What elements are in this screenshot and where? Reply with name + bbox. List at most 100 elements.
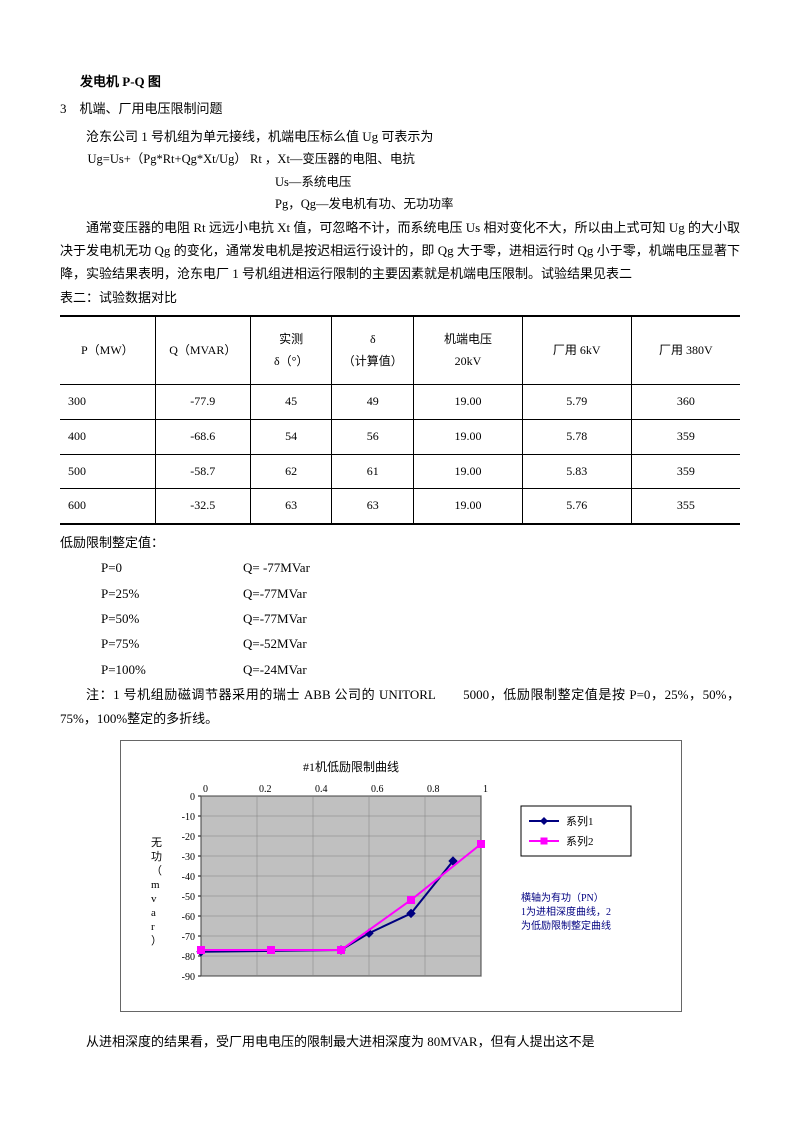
table-cell: 19.00	[414, 385, 523, 420]
chart-container: #1机低励限制曲线-90-80-70-60-50-40-30-20-10000.…	[120, 740, 682, 1012]
limit-p: P=0	[101, 556, 241, 579]
table-cell: 63	[250, 489, 332, 524]
svg-text:1为进相深度曲线，2: 1为进相深度曲线，2	[521, 905, 611, 918]
limit-q: Q= -77MVar	[243, 556, 340, 579]
table-cell: 360	[631, 385, 740, 420]
svg-text:（: （	[151, 864, 162, 877]
svg-text:#1机低励限制曲线: #1机低励限制曲线	[303, 760, 399, 774]
table-cell: 300	[60, 385, 155, 420]
svg-text:-90: -90	[182, 972, 195, 983]
limits-caption: 低励限制整定值：	[60, 531, 740, 554]
limit-row: P=100%Q=-24MVar	[101, 658, 340, 681]
chart-svg: #1机低励限制曲线-90-80-70-60-50-40-30-20-10000.…	[121, 741, 681, 1011]
svg-text:-70: -70	[182, 932, 195, 943]
table-cell: 355	[631, 489, 740, 524]
table-header-cell: 机端电压20kV	[414, 316, 523, 385]
table-cell: 61	[332, 454, 414, 489]
note-paragraph: 注：1 号机组励磁调节器采用的瑞士 ABB 公司的 UNITORL 5000，低…	[60, 683, 740, 730]
page-pq-title: 发电机 P-Q 图	[80, 70, 740, 93]
limit-q: Q=-77MVar	[243, 607, 340, 630]
table-cell: 5.79	[522, 385, 631, 420]
table-cell: -77.9	[155, 385, 250, 420]
data-table: P（MW）Q（MVAR）实测δ（°）δ（计算值）机端电压20kV厂用 6kV厂用…	[60, 315, 740, 525]
table-header-cell: 厂用 6kV	[522, 316, 631, 385]
limit-q: Q=-52MVar	[243, 632, 340, 655]
limit-row: P=25%Q=-77MVar	[101, 582, 340, 605]
svg-text:1: 1	[483, 784, 488, 795]
table-cell: 19.00	[414, 420, 523, 455]
svg-text:-30: -30	[182, 852, 195, 863]
table-cell: 54	[250, 420, 332, 455]
table-row: 500-58.7626119.005.83359	[60, 454, 740, 489]
limit-row: P=75%Q=-52MVar	[101, 632, 340, 655]
table-header-row: P（MW）Q（MVAR）实测δ（°）δ（计算值）机端电压20kV厂用 6kV厂用…	[60, 316, 740, 385]
table-cell: 63	[332, 489, 414, 524]
limit-p: P=100%	[101, 658, 241, 681]
limit-p: P=25%	[101, 582, 241, 605]
table-body: 300-77.9454919.005.79360400-68.6545619.0…	[60, 385, 740, 524]
table-cell: 5.76	[522, 489, 631, 524]
svg-text:系列1: 系列1	[566, 814, 594, 828]
formula-line-1: Ug=Us+（Pg*Rt+Qg*Xt/Ug） Rt ，Xt—变压器的电阻、电抗	[88, 148, 741, 171]
limit-q: Q=-77MVar	[243, 582, 340, 605]
svg-text:-80: -80	[182, 952, 195, 963]
table-cell: 45	[250, 385, 332, 420]
limits-list: P=0Q= -77MVarP=25%Q=-77MVarP=50%Q=-77MVa…	[99, 554, 342, 683]
document-page: 发电机 P-Q 图 3 机端、厂用电压限制问题 沧东公司 1 号机组为单元接线，…	[0, 0, 800, 1093]
svg-text:-20: -20	[182, 832, 195, 843]
paragraph-end: 从进相深度的结果看，受厂用电电压的限制最大进相深度为 80MVAR，但有人提出这…	[60, 1030, 740, 1053]
section-heading: 3 机端、厂用电压限制问题	[60, 97, 740, 120]
table-cell: 359	[631, 454, 740, 489]
svg-text:-50: -50	[182, 892, 195, 903]
svg-text:横轴为有功（PN）: 横轴为有功（PN）	[521, 891, 604, 904]
svg-text:0: 0	[190, 792, 195, 803]
svg-text:m: m	[151, 879, 160, 891]
svg-text:0.2: 0.2	[259, 784, 272, 795]
table-cell: 400	[60, 420, 155, 455]
paragraph-1: 沧东公司 1 号机组为单元接线，机端电压标么值 Ug 可表示为	[60, 125, 740, 148]
section-number: 3	[60, 101, 67, 116]
table-cell: 5.83	[522, 454, 631, 489]
svg-text:）: ）	[151, 934, 162, 947]
svg-text:为低励限制整定曲线: 为低励限制整定曲线	[521, 919, 611, 932]
table-cell: 5.78	[522, 420, 631, 455]
table-cell: 500	[60, 454, 155, 489]
svg-text:a: a	[151, 907, 156, 919]
table-cell: 62	[250, 454, 332, 489]
table-header-cell: 实测δ（°）	[250, 316, 332, 385]
table-header-cell: 厂用 380V	[631, 316, 740, 385]
table-cell: 19.00	[414, 454, 523, 489]
paragraph-2: 通常变压器的电阻 Rt 远远小电抗 Xt 值，可忽略不计，而系统电压 Us 相对…	[60, 216, 740, 286]
limit-row: P=0Q= -77MVar	[101, 556, 340, 579]
limit-q: Q=-24MVar	[243, 658, 340, 681]
table-header-cell: P（MW）	[60, 316, 155, 385]
table-cell: -32.5	[155, 489, 250, 524]
table-cell: -68.6	[155, 420, 250, 455]
table-header-cell: δ（计算值）	[332, 316, 414, 385]
section-title: 机端、厂用电压限制问题	[80, 101, 223, 116]
limit-row: P=50%Q=-77MVar	[101, 607, 340, 630]
svg-text:r: r	[151, 921, 155, 933]
table-cell: -58.7	[155, 454, 250, 489]
svg-text:无: 无	[151, 837, 162, 849]
svg-text:v: v	[151, 893, 157, 905]
svg-text:0.8: 0.8	[427, 784, 440, 795]
svg-text:-40: -40	[182, 872, 195, 883]
svg-text:-60: -60	[182, 912, 195, 923]
table-cell: 49	[332, 385, 414, 420]
svg-text:0.4: 0.4	[315, 784, 328, 795]
svg-text:-10: -10	[182, 812, 195, 823]
table-row: 600-32.5636319.005.76355	[60, 489, 740, 524]
table-cell: 19.00	[414, 489, 523, 524]
svg-text:0.6: 0.6	[371, 784, 384, 795]
formula-line-2: Us—系统电压	[88, 171, 741, 194]
table-header-cell: Q（MVAR）	[155, 316, 250, 385]
svg-text:功: 功	[151, 850, 162, 863]
limit-p: P=50%	[101, 607, 241, 630]
table-cell: 600	[60, 489, 155, 524]
svg-text:系列2: 系列2	[566, 834, 594, 848]
table-caption: 表二：试验数据对比	[60, 286, 740, 309]
table-row: 300-77.9454919.005.79360	[60, 385, 740, 420]
formula-line-3: Pg，Qg—发电机有功、无功功率	[88, 193, 741, 216]
table-row: 400-68.6545619.005.78359	[60, 420, 740, 455]
